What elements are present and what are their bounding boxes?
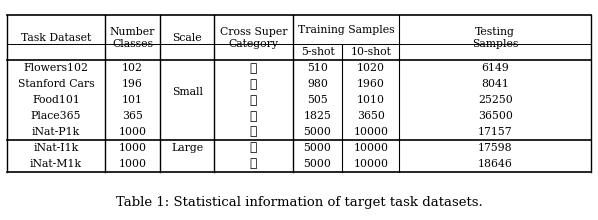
Text: 10-shot: 10-shot <box>350 47 391 57</box>
Text: 980: 980 <box>307 79 328 89</box>
Text: ✗: ✗ <box>250 62 257 75</box>
Text: 10000: 10000 <box>353 143 388 153</box>
Text: Large: Large <box>171 143 203 153</box>
Text: 102: 102 <box>122 63 143 73</box>
Text: 1010: 1010 <box>357 95 385 105</box>
Text: 505: 505 <box>307 95 328 105</box>
Text: iNat-I1k: iNat-I1k <box>33 143 78 153</box>
Text: 6149: 6149 <box>481 63 509 73</box>
Text: iNat-M1k: iNat-M1k <box>30 159 82 169</box>
Text: 365: 365 <box>122 111 143 121</box>
Text: 5-shot: 5-shot <box>301 47 334 57</box>
Text: ✗: ✗ <box>250 141 257 154</box>
Text: Number
Classes: Number Classes <box>110 27 155 49</box>
Text: Food101: Food101 <box>32 95 80 105</box>
Text: 36500: 36500 <box>478 111 512 121</box>
Text: 17598: 17598 <box>478 143 512 153</box>
Text: 1825: 1825 <box>304 111 331 121</box>
Text: 5000: 5000 <box>304 143 331 153</box>
Text: 8041: 8041 <box>481 79 509 89</box>
Text: 1960: 1960 <box>357 79 385 89</box>
Text: ✗: ✗ <box>250 94 257 107</box>
Text: ✗: ✗ <box>250 125 257 138</box>
Text: Testing
Samples: Testing Samples <box>472 27 518 49</box>
Text: Small: Small <box>172 87 203 97</box>
Text: 10000: 10000 <box>353 127 388 137</box>
Text: 1000: 1000 <box>118 127 147 137</box>
Text: 1000: 1000 <box>118 159 147 169</box>
Text: 1000: 1000 <box>118 143 147 153</box>
Text: 510: 510 <box>307 63 328 73</box>
Text: Table 1: Statistical information of target task datasets.: Table 1: Statistical information of targ… <box>115 196 483 209</box>
Text: 18646: 18646 <box>478 159 512 169</box>
Text: 1020: 1020 <box>357 63 385 73</box>
Text: 196: 196 <box>122 79 143 89</box>
Text: ✓: ✓ <box>250 157 257 170</box>
Text: 25250: 25250 <box>478 95 512 105</box>
Text: iNat-P1k: iNat-P1k <box>32 127 80 137</box>
Text: Training Samples: Training Samples <box>298 25 395 35</box>
Text: 5000: 5000 <box>304 127 331 137</box>
Text: 101: 101 <box>122 95 143 105</box>
Text: Scale: Scale <box>172 33 202 43</box>
Text: Place365: Place365 <box>30 111 81 121</box>
Text: Flowers102: Flowers102 <box>23 63 89 73</box>
Text: ✗: ✗ <box>250 78 257 91</box>
Text: 17157: 17157 <box>478 127 512 137</box>
Text: Cross Super
Category: Cross Super Category <box>220 27 287 49</box>
Text: Stanford Cars: Stanford Cars <box>17 79 94 89</box>
Text: Task Dataset: Task Dataset <box>21 33 91 43</box>
Text: 5000: 5000 <box>304 159 331 169</box>
Text: 10000: 10000 <box>353 159 388 169</box>
Text: ✗: ✗ <box>250 110 257 123</box>
Text: 3650: 3650 <box>357 111 385 121</box>
